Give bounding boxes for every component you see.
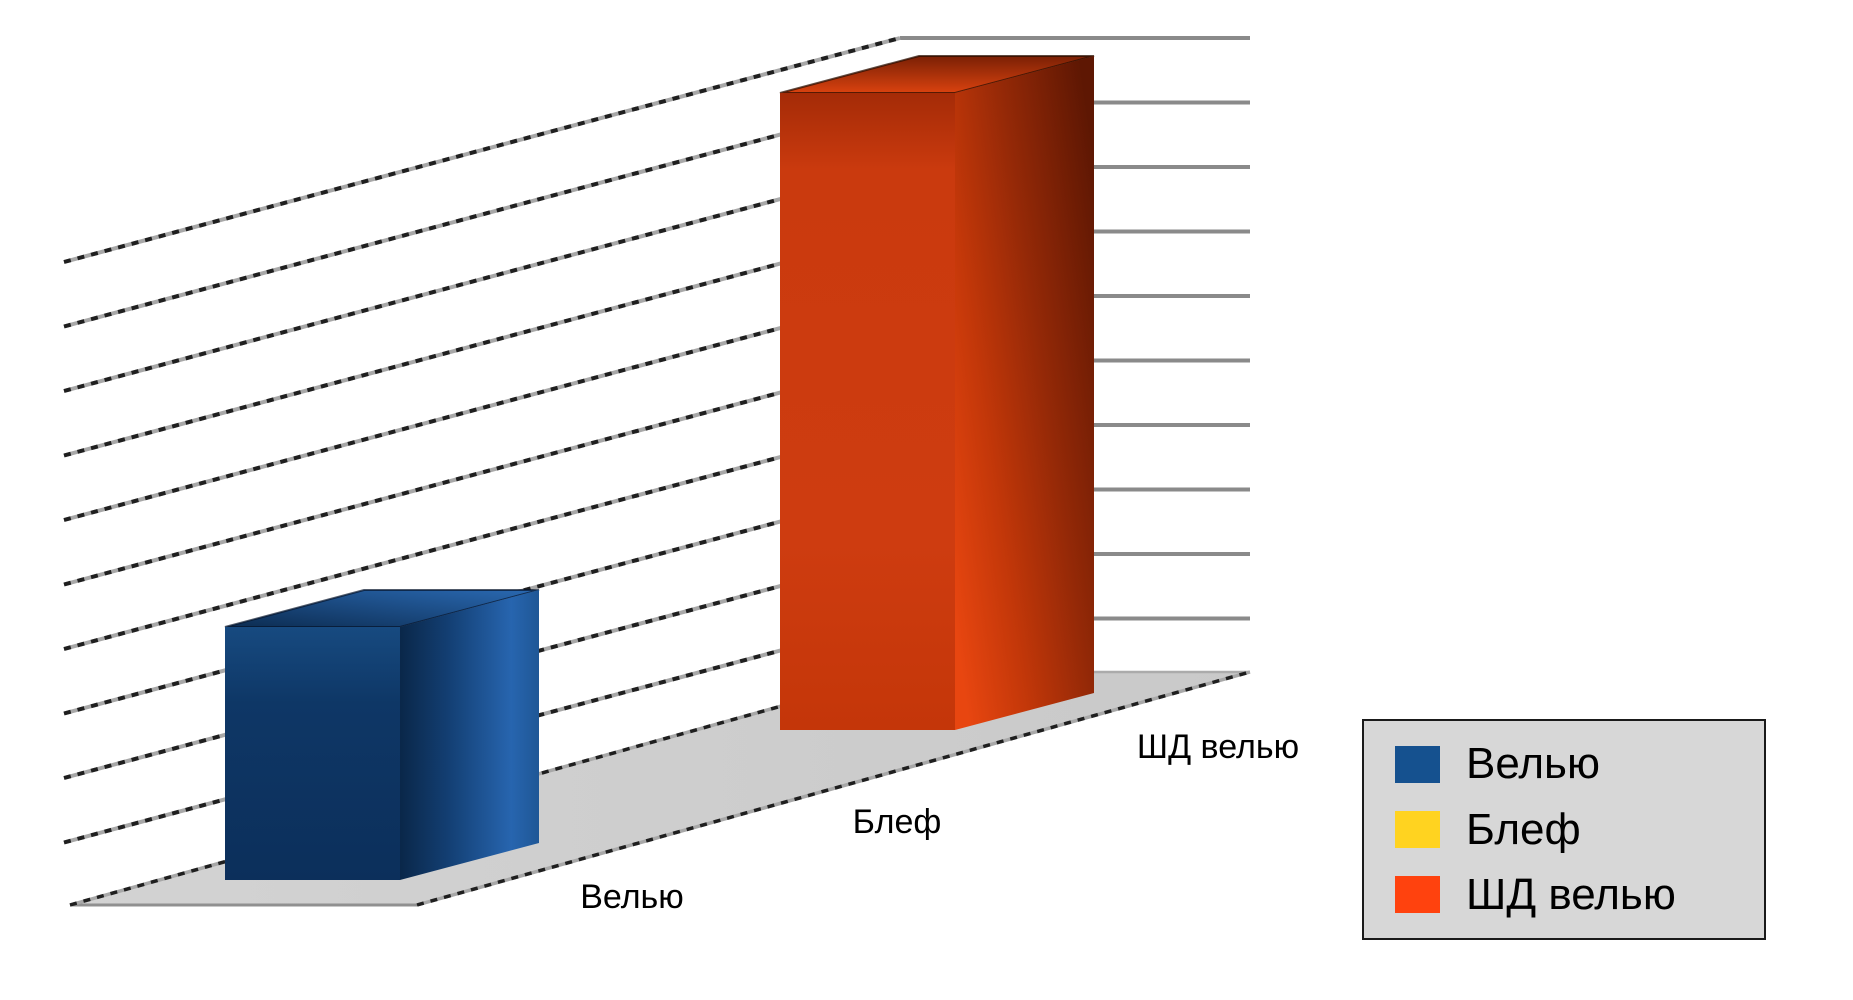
grid-line-oblique-dashes [63,229,901,458]
legend-swatch-shd-velyu [1395,876,1440,914]
category-label-shd-velyu: ШД велью [1137,728,1299,766]
category-label-velyu: Велью [580,878,684,916]
bar-shd-velyu [779,55,1095,730]
grid-line-oblique-dashes [63,165,901,393]
grid-line-oblique-dashes [63,358,901,587]
grid-line-oblique-dashes [63,294,901,522]
legend-swatch-blef [1395,811,1440,848]
bar-shd-velyu-side-face [955,56,1094,730]
legend: Велью Блеф ШД велью [1362,719,1766,940]
category-label-blef: Блеф [853,803,942,841]
bar-shd-velyu-front-face [780,93,955,730]
grid-line-oblique-dashes [63,100,901,329]
grid-line-oblique-dashes [63,36,901,264]
bar-velyu [224,589,540,880]
floor-wall-junction-dashes [69,670,904,907]
legend-swatch-velyu [1395,745,1440,783]
legend-label-blef: Блеф [1466,804,1581,854]
legend-item-shd-velyu: ШД велью [1395,869,1764,919]
bar-velyu-side-face [400,590,539,880]
legend-label-velyu: Велью [1466,739,1600,789]
floor-right-edge-dashes [416,670,1251,907]
grid-line-oblique-dashes [63,552,901,780]
grid-line-oblique-dashes [63,616,901,845]
legend-label-shd-velyu: ШД велью [1466,869,1676,919]
legend-item-velyu: Велью [1395,742,1764,786]
bar-velyu-front-face [225,627,400,880]
grid-line-oblique-dashes [63,423,901,651]
grid-line-oblique-dashes [63,487,901,716]
legend-item-blef: Блеф [1395,804,1764,854]
